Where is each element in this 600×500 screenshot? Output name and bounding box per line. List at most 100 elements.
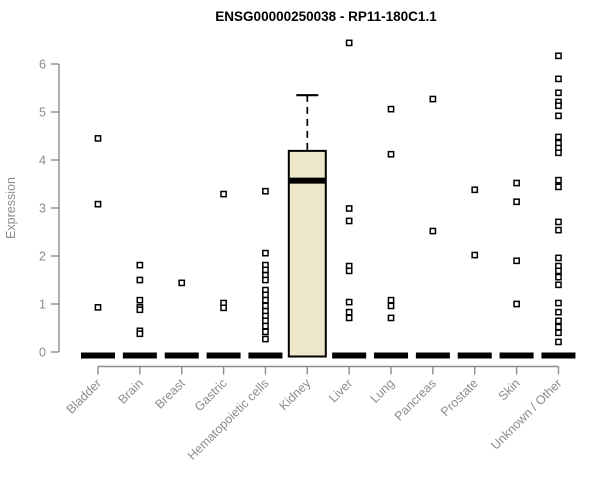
collapsed-box-median-bar bbox=[248, 352, 283, 359]
data-point bbox=[555, 218, 562, 226]
collapsed-box-median-bar bbox=[541, 352, 576, 359]
data-point bbox=[345, 217, 353, 225]
y-axis-tick-label: 6 bbox=[39, 58, 46, 72]
data-point bbox=[94, 304, 102, 311]
data-point bbox=[262, 328, 269, 336]
data-point bbox=[262, 187, 269, 195]
data-point bbox=[345, 267, 353, 275]
collapsed-box-median-bar bbox=[499, 352, 534, 359]
x-axis-category-label: Skin bbox=[496, 376, 523, 403]
data-point bbox=[555, 323, 562, 331]
data-point bbox=[555, 149, 562, 157]
data-point bbox=[262, 335, 269, 343]
data-point bbox=[555, 133, 562, 141]
x-axis-category-label: Brain bbox=[115, 376, 146, 407]
x-axis-category-label: Liver bbox=[326, 376, 355, 405]
data-point bbox=[262, 276, 269, 284]
data-point bbox=[555, 102, 562, 110]
data-point bbox=[555, 267, 562, 275]
data-point bbox=[178, 279, 186, 287]
collapsed-box-median-bar bbox=[122, 352, 157, 359]
data-point bbox=[429, 227, 437, 235]
y-axis-tick-label: 1 bbox=[39, 298, 46, 312]
x-axis-category-label: Prostate bbox=[438, 376, 481, 419]
data-point bbox=[471, 251, 479, 259]
data-point bbox=[555, 281, 562, 289]
y-axis-tick-label: 4 bbox=[39, 154, 46, 168]
collapsed-box-median-bar bbox=[415, 352, 450, 359]
data-point bbox=[262, 291, 269, 299]
data-point bbox=[555, 273, 562, 281]
x-axis-category-label: Lung bbox=[368, 376, 398, 406]
data-point bbox=[555, 89, 562, 97]
data-point bbox=[555, 308, 562, 316]
data-point bbox=[387, 296, 395, 304]
collapsed-box-median-bar bbox=[332, 352, 367, 359]
data-point bbox=[513, 300, 520, 308]
data-point bbox=[262, 249, 269, 257]
data-point bbox=[387, 105, 395, 113]
data-point bbox=[220, 304, 227, 312]
x-axis-category-label: Pancreas bbox=[392, 376, 439, 423]
data-point bbox=[136, 296, 144, 304]
data-point bbox=[345, 308, 353, 316]
data-point bbox=[555, 226, 562, 234]
data-point bbox=[513, 198, 520, 206]
data-point bbox=[220, 190, 227, 198]
chart-title: ENSG00000250038 - RP11-180C1.1 bbox=[215, 9, 437, 24]
x-axis-category-label: Gastric bbox=[192, 376, 230, 414]
data-point bbox=[387, 302, 395, 310]
data-point bbox=[262, 322, 269, 330]
data-point bbox=[555, 183, 562, 191]
data-point bbox=[94, 135, 102, 142]
y-axis-label: Expression bbox=[4, 177, 18, 239]
box-series bbox=[81, 39, 576, 359]
data-point bbox=[555, 112, 562, 120]
collapsed-box-median-bar bbox=[457, 352, 492, 359]
data-point bbox=[513, 257, 520, 265]
x-axis-category-label: Breast bbox=[152, 376, 188, 412]
collapsed-box-median-bar bbox=[164, 352, 199, 359]
data-point bbox=[555, 329, 562, 337]
y-axis-tick-label: 3 bbox=[39, 202, 46, 216]
data-point bbox=[555, 338, 562, 346]
data-point bbox=[136, 261, 144, 269]
data-point bbox=[555, 176, 562, 184]
data-point bbox=[471, 186, 479, 194]
x-axis-category-label: Unknown / Other bbox=[488, 376, 564, 452]
data-point bbox=[387, 314, 395, 322]
data-point bbox=[555, 317, 562, 325]
data-point bbox=[262, 317, 269, 325]
data-point bbox=[555, 254, 562, 262]
y-axis-tick-label: 2 bbox=[39, 250, 46, 264]
x-axis-category-label: Bladder bbox=[64, 376, 104, 416]
collapsed-box-median-bar bbox=[374, 352, 409, 359]
data-point bbox=[94, 200, 102, 208]
data-point bbox=[262, 296, 269, 304]
x-axis-category-label: Hematopoietic cells bbox=[185, 376, 272, 463]
y-axis-tick-label: 0 bbox=[39, 346, 46, 360]
data-point bbox=[555, 52, 562, 60]
y-axis-tick-label: 5 bbox=[39, 106, 46, 120]
data-point bbox=[262, 266, 269, 274]
data-point bbox=[429, 95, 437, 103]
data-point bbox=[387, 150, 395, 158]
box bbox=[287, 149, 327, 358]
data-point bbox=[262, 302, 269, 310]
data-point bbox=[345, 205, 353, 212]
collapsed-box-median-bar bbox=[206, 352, 241, 359]
data-point bbox=[345, 314, 353, 322]
collapsed-box-median-bar bbox=[81, 352, 115, 359]
data-point bbox=[513, 179, 520, 187]
data-point bbox=[345, 39, 353, 47]
data-point bbox=[555, 299, 562, 307]
data-point bbox=[555, 75, 562, 83]
median-line bbox=[288, 177, 326, 184]
data-point bbox=[136, 330, 144, 338]
data-point bbox=[136, 306, 144, 314]
data-point bbox=[136, 276, 144, 284]
data-point bbox=[345, 298, 353, 306]
x-axis-category-label: Kidney bbox=[276, 376, 313, 413]
